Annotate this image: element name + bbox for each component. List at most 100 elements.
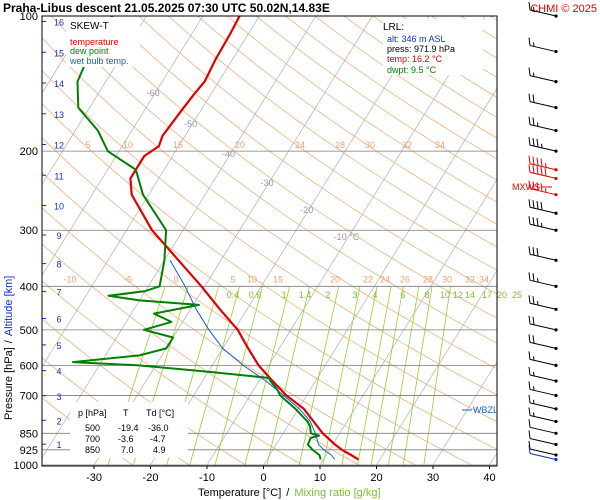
wind-barb — [528, 272, 558, 288]
wind-barb-flag — [528, 272, 531, 281]
wind-barb-dot — [554, 149, 558, 153]
plot-area — [42, 16, 497, 466]
wind-barb-staff — [529, 437, 557, 445]
mixing-ratio-label: 14 — [465, 290, 475, 300]
adiabat-label: 15 — [273, 274, 283, 284]
x-axis-label-temperature: Temperature [°C] — [198, 487, 281, 499]
dry-adiabat-line — [519, 16, 600, 465]
wind-barb-flag — [528, 381, 531, 390]
isotherm-line — [93, 16, 373, 466]
pressure-tick-label: 700 — [20, 390, 38, 402]
temperature-tick-label: -30 — [86, 472, 102, 484]
wind-barb-flag — [528, 246, 531, 255]
wind-barb-halfflag — [533, 412, 535, 417]
wind-barb — [528, 394, 558, 411]
wind-barb-staff — [529, 426, 557, 434]
mixing-ratio-line — [370, 286, 404, 466]
wind-barb-halfflag — [533, 386, 535, 391]
wind-barb-flag — [544, 167, 547, 177]
wind-barb-dot — [554, 284, 558, 288]
isotherm-line — [546, 16, 600, 465]
profile-lines — [72, 16, 360, 461]
wind-barb-staff — [529, 323, 557, 331]
wind-barb — [528, 351, 558, 367]
wind-barb-dot — [554, 307, 558, 311]
temperature-tick-label: -20 — [143, 472, 159, 484]
wind-barb-staff — [529, 253, 557, 261]
isotherms — [42, 16, 600, 466]
adiabat-label: -5 — [124, 274, 132, 284]
wind-barb — [528, 315, 558, 332]
temperature-tick-labels: -30 -20 -10 0 10 20 30 40 — [86, 466, 496, 484]
wind-barb — [528, 334, 558, 351]
wind-barb-staff — [529, 101, 557, 109]
wind-barb — [528, 216, 558, 232]
isotherm-label: -10 °C — [334, 232, 360, 242]
wind-barb-dot — [554, 228, 558, 232]
adiabat-label: 5 — [85, 140, 90, 150]
wind-barb-flag — [540, 167, 543, 176]
wind-barb-staff — [529, 223, 557, 231]
wind-barb-dot — [554, 328, 558, 332]
wind-barb-flag — [536, 217, 539, 227]
wind-barb-dot — [554, 379, 558, 383]
wind-barb-halfflag — [533, 356, 535, 361]
mixing-ratio-line — [266, 286, 310, 466]
wind-barb-halfflag — [533, 42, 535, 47]
x-axis-title: Temperature [°C] / Mixing ratio [g/kg] — [198, 487, 381, 499]
altitude-tick-label: 2 — [56, 416, 61, 426]
mixing-ratio-label: 0.4 — [227, 290, 240, 300]
mixing-ratio-label: 0.6 — [249, 290, 262, 300]
wind-barb-flag — [528, 334, 531, 343]
wind-barb-halfflag — [533, 371, 535, 376]
wind-barb-flag — [528, 180, 531, 189]
table-row-p: 500 — [85, 423, 100, 433]
wind-barb — [528, 381, 558, 398]
wind-barb-dot — [554, 457, 558, 462]
wind-barbs — [528, 1, 558, 462]
dewpoint-line — [72, 16, 322, 460]
lrl-pressure: press: 971.9 hPa — [387, 44, 455, 54]
mixing-ratio-line — [189, 286, 240, 466]
wind-barb-dot — [554, 14, 558, 18]
table-header-td: Td [°C] — [146, 408, 174, 418]
isotherm-line — [42, 16, 204, 277]
table-row-p: 700 — [85, 434, 100, 444]
wind-barb-staff — [529, 171, 557, 179]
mixing-ratio-line — [402, 286, 433, 466]
altitude-tick-label: 15 — [54, 48, 64, 58]
mixing-ratio-line — [357, 286, 392, 466]
pressure-tick-label: 500 — [20, 325, 38, 337]
wind-barb-staff — [529, 402, 557, 410]
wind-barb — [528, 430, 558, 447]
wind-barb-flag — [528, 1, 531, 11]
pressure-tick-label: 1000 — [14, 460, 38, 472]
wind-barb-dot — [554, 49, 558, 54]
wind-barb-staff — [529, 452, 557, 460]
mixing-ratio-line — [298, 286, 340, 466]
isotherm-label: -40 — [222, 149, 235, 159]
dry-adiabat-line — [42, 70, 497, 396]
table-row-t: -19.4 — [118, 423, 139, 433]
mixing-ratio-label: 20 — [497, 290, 507, 300]
temperature-tick-label: 30 — [427, 472, 439, 484]
lrl-dewpoint: dwpt: 9.5 °C — [387, 65, 437, 75]
x-axis-label-separator: / — [286, 487, 290, 499]
pressure-tick-label: 850 — [20, 428, 38, 440]
wind-barb-dot — [554, 431, 558, 435]
adiabat-label: 15 — [173, 140, 183, 150]
wind-barb — [528, 407, 558, 424]
legend-item-dew-point: dew point — [70, 46, 109, 56]
wind-barb — [528, 419, 558, 435]
wind-barb-flag — [528, 366, 531, 376]
wind-barb — [528, 366, 558, 383]
mixing-ratio-label: 1 — [281, 290, 286, 300]
isotherm-label: -20 — [300, 205, 313, 215]
wind-barb-dot — [554, 419, 558, 424]
wind-barb-flag — [528, 419, 531, 428]
wind-barb-flag — [532, 138, 535, 147]
mixing-ratio-label: 3 — [352, 290, 357, 300]
isotherm-line — [206, 16, 486, 466]
